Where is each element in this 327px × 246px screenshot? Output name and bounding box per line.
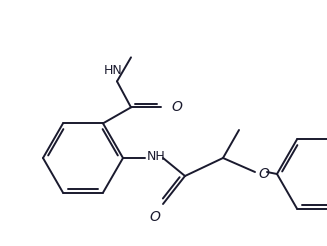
Text: O: O	[171, 100, 182, 114]
Text: O: O	[149, 210, 161, 224]
Text: O: O	[258, 167, 269, 181]
Text: NH: NH	[147, 150, 166, 163]
Text: HN: HN	[104, 64, 122, 77]
